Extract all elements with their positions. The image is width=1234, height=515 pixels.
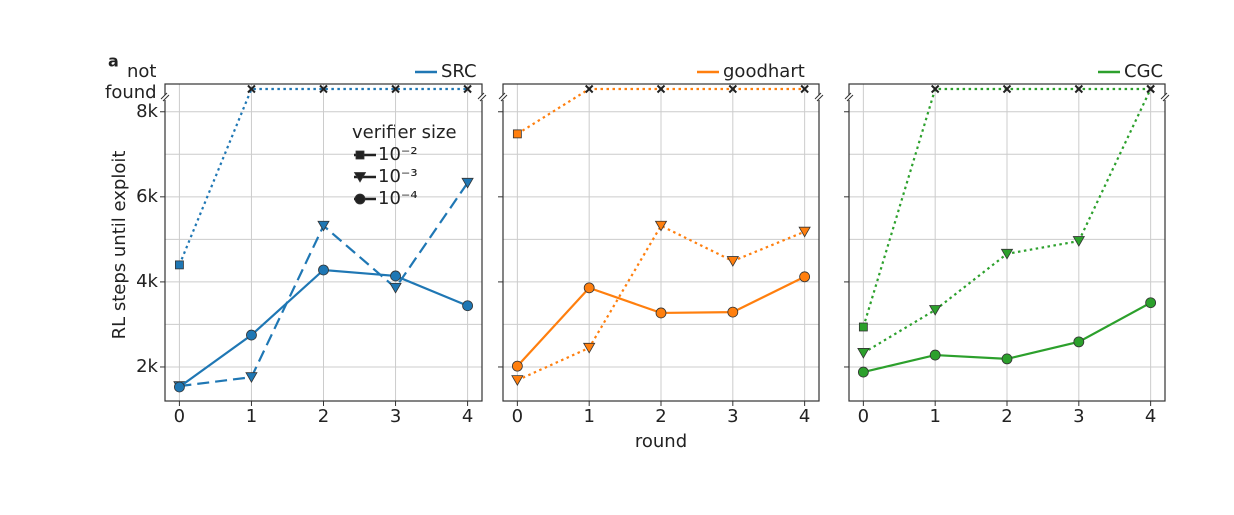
x-tick-label: 4 xyxy=(462,406,473,427)
point xyxy=(1072,236,1086,247)
not-found-marker xyxy=(800,84,809,94)
axis-break-gap xyxy=(500,95,506,100)
point xyxy=(726,256,740,267)
not-found-marker xyxy=(319,84,328,94)
point xyxy=(174,381,185,393)
point xyxy=(462,300,473,312)
legend-label: 10⁻⁴ xyxy=(378,188,418,209)
point xyxy=(1145,297,1157,309)
series-line xyxy=(862,239,1080,354)
not-found-marker xyxy=(584,84,594,94)
x-tick-label: 4 xyxy=(1145,406,1156,427)
plot-frame xyxy=(502,83,820,402)
point xyxy=(929,349,941,361)
axis-break xyxy=(498,92,508,102)
not-found-marker xyxy=(1074,84,1084,94)
series-line xyxy=(516,224,806,382)
point xyxy=(857,348,870,359)
point xyxy=(928,305,942,316)
point xyxy=(1001,353,1013,365)
not-found-label: not xyxy=(127,61,156,82)
x-axis-label: round xyxy=(635,431,687,452)
y-tick-label: 4k xyxy=(136,271,158,292)
y-tick-label: 2k xyxy=(136,356,158,377)
legend-title: verifier size xyxy=(352,122,457,143)
point xyxy=(1073,336,1085,348)
legend-label: goodhart xyxy=(723,61,805,82)
x-tick-label: 1 xyxy=(246,406,257,427)
point xyxy=(583,282,595,294)
axis-break-gap xyxy=(1162,95,1168,100)
x-tick-label: 3 xyxy=(1073,406,1084,427)
axis-break xyxy=(477,92,487,102)
x-tick-label: 0 xyxy=(858,406,869,427)
not-found-connector xyxy=(1077,88,1152,242)
axis-break xyxy=(844,92,854,102)
not-found-marker xyxy=(391,84,400,94)
not-found-marker xyxy=(728,84,738,94)
point xyxy=(317,220,330,232)
point xyxy=(857,366,869,378)
x-tick-label: 3 xyxy=(727,406,738,427)
point xyxy=(245,372,258,383)
plot-frame xyxy=(164,83,483,402)
legend-label: SRC xyxy=(441,61,477,82)
point xyxy=(858,322,868,332)
point xyxy=(511,360,523,372)
x-tick-label: 2 xyxy=(655,406,666,427)
legend-marker xyxy=(354,193,366,205)
y-tick-label: 8k xyxy=(136,101,158,122)
point xyxy=(727,306,739,318)
point xyxy=(389,282,402,294)
y-axis-label: RL steps until exploit xyxy=(109,151,130,340)
x-tick-label: 3 xyxy=(390,406,401,427)
legend-marker xyxy=(353,172,367,183)
not-found-marker xyxy=(656,84,666,94)
point xyxy=(461,177,474,189)
x-tick-label: 1 xyxy=(929,406,940,427)
point xyxy=(799,271,811,283)
x-tick-label: 2 xyxy=(1001,406,1012,427)
point xyxy=(655,307,667,319)
not-found-label: found xyxy=(105,82,157,103)
not-found-connector xyxy=(178,87,468,266)
point xyxy=(175,260,184,270)
point xyxy=(798,226,811,238)
point xyxy=(654,220,668,232)
x-tick-label: 4 xyxy=(799,406,810,427)
point xyxy=(512,129,522,139)
plot-frame xyxy=(848,83,1166,402)
point xyxy=(582,342,596,354)
legend-label: 10⁻² xyxy=(378,144,418,165)
x-tick-label: 0 xyxy=(512,406,523,427)
legend-marker xyxy=(355,150,365,160)
legend-label: 10⁻³ xyxy=(378,166,418,187)
point xyxy=(511,375,524,386)
y-tick-label: 6k xyxy=(136,186,158,207)
axis-break xyxy=(814,92,824,102)
legend-label: CGC xyxy=(1124,61,1163,82)
axis-break xyxy=(160,92,170,102)
axis-break-gap xyxy=(846,95,852,100)
x-tick-label: 0 xyxy=(174,406,185,427)
not-found-marker xyxy=(247,84,256,94)
point xyxy=(1000,248,1014,260)
axis-break-gap xyxy=(816,95,822,100)
not-found-marker xyxy=(463,84,472,94)
axis-break-gap xyxy=(162,95,168,100)
x-tick-label: 1 xyxy=(583,406,594,427)
axis-break-gap xyxy=(479,95,485,100)
x-tick-label: 2 xyxy=(318,406,329,427)
panel-label: a xyxy=(108,52,119,71)
not-found-marker xyxy=(930,84,940,94)
point xyxy=(318,264,329,276)
not-found-marker xyxy=(1002,84,1012,94)
point xyxy=(390,270,401,282)
not-found-marker xyxy=(1146,84,1155,94)
point xyxy=(246,329,257,341)
axis-break xyxy=(1160,92,1170,102)
